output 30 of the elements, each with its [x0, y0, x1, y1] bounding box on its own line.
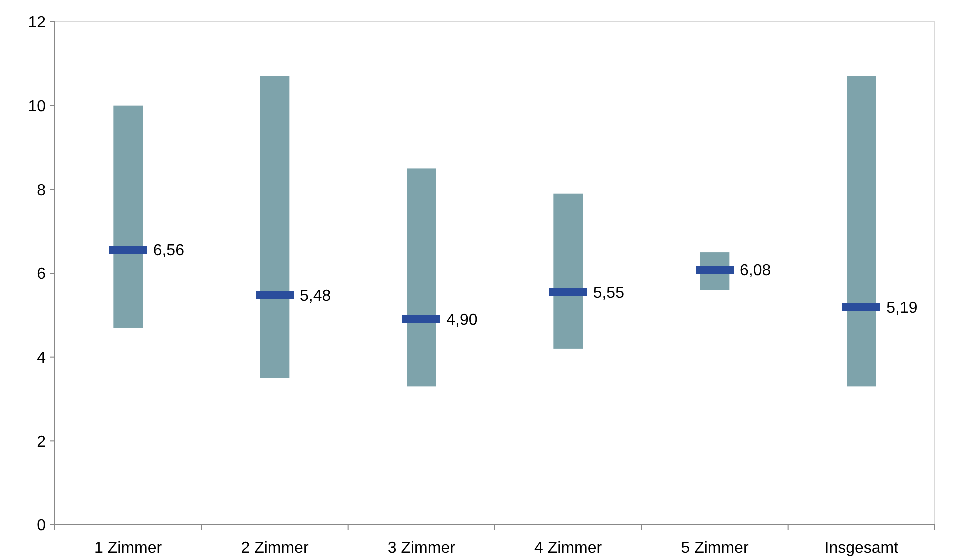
x-tick-label: 5 Zimmer — [681, 540, 750, 557]
y-tick-label: 6 — [37, 266, 46, 284]
point — [711, 266, 719, 274]
point — [124, 246, 132, 254]
bar — [260, 76, 290, 378]
y-tick-label: 12 — [28, 14, 46, 32]
y-tick-label: 8 — [37, 182, 46, 200]
bar — [114, 106, 143, 328]
data-label: 5,55 — [593, 284, 625, 302]
data-label: 6,08 — [740, 262, 772, 280]
bar — [847, 76, 876, 387]
point — [271, 291, 279, 300]
y-tick-label: 0 — [37, 518, 46, 535]
x-tick-label: Insgesamt — [824, 540, 900, 557]
point — [418, 316, 426, 324]
x-tick-label: 3 Zimmer — [388, 540, 456, 557]
point — [564, 288, 572, 296]
point — [858, 303, 866, 312]
data-label: 4,90 — [446, 312, 478, 330]
x-tick-label: 1 Zimmer — [94, 540, 163, 557]
x-tick-label: 2 Zimmer — [241, 540, 310, 557]
y-tick-label: 4 — [37, 350, 46, 367]
bar — [554, 194, 583, 349]
data-label: 6,56 — [153, 242, 185, 260]
data-label: 5,19 — [886, 300, 918, 318]
y-tick-label: 2 — [37, 434, 46, 451]
x-tick-label: 4 Zimmer — [534, 540, 603, 557]
bar — [407, 168, 436, 387]
y-tick-label: 10 — [28, 98, 46, 116]
data-label: 5,48 — [300, 288, 332, 305]
